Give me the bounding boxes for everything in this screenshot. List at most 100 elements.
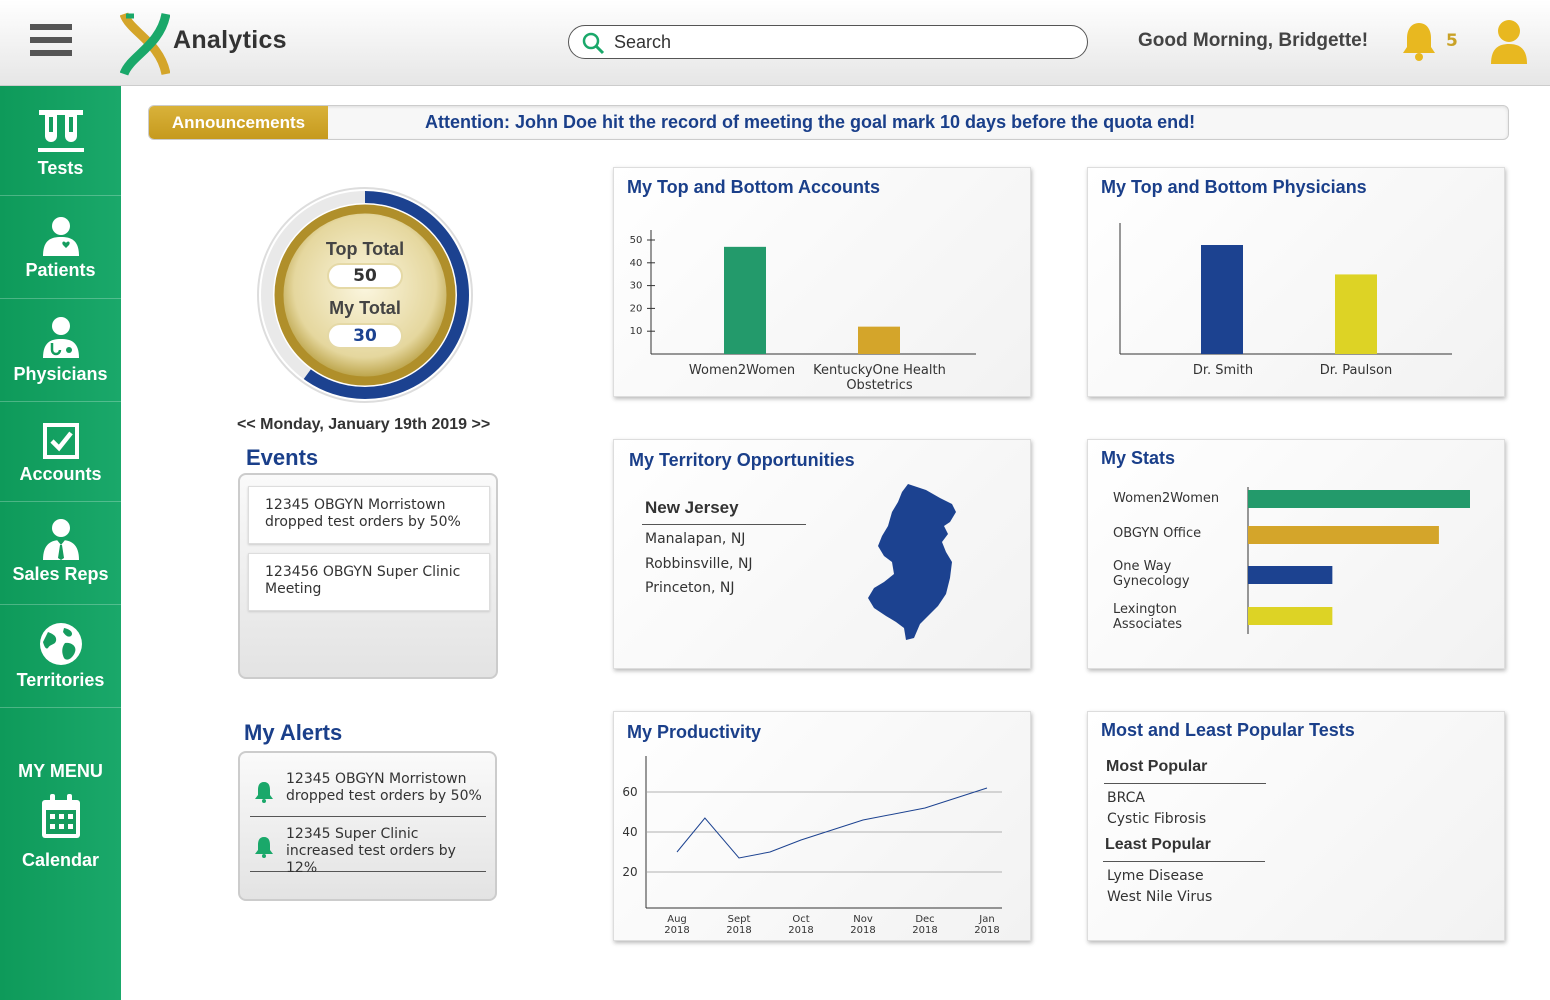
announcement-bar: Announcements Attention: John Doe hit th… <box>148 105 1509 140</box>
stats-chart <box>1247 487 1470 634</box>
sidebar-item-physicians[interactable]: Physicians <box>0 316 121 385</box>
sidebar-label-calendar: Calendar <box>21 850 100 870</box>
most-popular-item[interactable]: BRCA <box>1107 790 1145 806</box>
accounts-y-tick-label: 30 <box>630 281 643 292</box>
sidebar-label-patients: Patients <box>25 260 96 280</box>
territory-city[interactable]: Princeton, NJ <box>645 580 735 596</box>
alert-item[interactable]: 12345 OBGYN Morristown dropped test orde… <box>250 763 486 817</box>
stats-bar <box>1248 490 1470 508</box>
sidebar-item-calendar[interactable]: Calendar <box>0 792 121 871</box>
alert-bell-icon <box>255 837 273 858</box>
sidebar-label-sales-reps: Sales Reps <box>12 564 109 584</box>
stats-bar <box>1248 526 1439 544</box>
logo-icon <box>120 12 170 76</box>
events-title: Events <box>246 445 319 470</box>
sidebar: Tests Patients Physicians Accounts <box>0 86 121 1000</box>
productivity-x-tick-label: Jan 2018 <box>974 914 999 936</box>
accounts-y-tick-label: 50 <box>630 235 643 246</box>
search-box[interactable] <box>568 25 1088 59</box>
accounts-y-tick-label: 20 <box>630 303 643 314</box>
accounts-chart: 10 20 30 40 50 <box>630 230 976 355</box>
popular-tests-card: Most and Least Popular Tests Most Popula… <box>1087 711 1505 941</box>
physicians-bar <box>1335 274 1377 354</box>
top-total-label: Top Total <box>325 239 405 259</box>
territory-city[interactable]: Robbinsville, NJ <box>645 556 753 572</box>
alert-item[interactable]: 12345 Super Clinic increased test orders… <box>250 818 486 876</box>
my-total-value: 30 <box>327 323 403 349</box>
territory-card-title: My Territory Opportunities <box>629 450 855 470</box>
search-icon <box>582 32 605 55</box>
accounts-category-label: KentuckyOne Health Obstetrics <box>813 363 946 393</box>
calendar-icon <box>41 794 80 838</box>
stats-label: Women2Women <box>1113 491 1220 506</box>
productivity-chart: 20 40 60 Aug 2018 Sept 2018 Oct 2018 Nov 2018 Dec 20… <box>622 756 1002 936</box>
sales-rep-icon <box>42 519 79 560</box>
hamburger-menu-icon[interactable] <box>30 24 72 60</box>
alerts-panel: 12345 OBGYN Morristown dropped test orde… <box>238 751 497 901</box>
productivity-card-title: My Productivity <box>627 722 762 742</box>
accounts-bar <box>724 246 766 354</box>
patient-icon <box>42 217 79 256</box>
physicians-card: My Top and Bottom Physicians Dr. Smith D… <box>1087 167 1505 397</box>
sidebar-item-territories[interactable]: Territories <box>0 622 121 691</box>
event-card[interactable]: 123456 OBGYN Super Clinic Meeting <box>248 553 490 611</box>
stats-bar <box>1248 607 1333 625</box>
app-title: Analytics <box>173 26 287 54</box>
search-input[interactable] <box>614 30 1064 54</box>
alert-text: 12345 Super Clinic increased test orders… <box>286 826 456 876</box>
date-navigator[interactable]: << Monday, January 19th 2019 >> <box>237 416 491 433</box>
user-avatar-icon[interactable] <box>1489 18 1529 64</box>
least-popular-item[interactable]: West Nile Virus <box>1107 889 1213 905</box>
territory-state: New Jersey <box>645 498 739 517</box>
physicians-bar <box>1201 245 1243 354</box>
sidebar-label-tests: Tests <box>37 158 84 178</box>
territory-city[interactable]: Manalapan, NJ <box>645 531 746 547</box>
totals-gauge: Top Total 50 My Total 30 <box>255 187 475 407</box>
announcement-text: Attention: John Doe hit the record of me… <box>425 112 1196 132</box>
alerts-title: My Alerts <box>244 720 343 745</box>
sidebar-item-tests[interactable]: Tests <box>0 108 121 179</box>
sidebar-label-accounts: Accounts <box>19 464 102 484</box>
most-popular-heading: Most Popular <box>1106 758 1208 775</box>
sidebar-item-patients[interactable]: Patients <box>0 216 121 281</box>
notification-count: 5 <box>1446 31 1458 51</box>
my-total-label: My Total <box>329 298 401 318</box>
productivity-x-tick-label: Nov 2018 <box>850 914 875 936</box>
new-jersey-map-icon[interactable] <box>866 482 962 642</box>
test-tubes-icon <box>37 110 84 152</box>
sidebar-label-territories: Territories <box>16 670 105 690</box>
sidebar-label-physicians: Physicians <box>13 364 108 384</box>
productivity-x-tick-label: Dec 2018 <box>912 914 937 936</box>
stats-label: Lexington Associates <box>1113 602 1182 632</box>
stats-card: My Stats Women2Women OBGYN Office One Wa… <box>1087 439 1505 669</box>
globe-icon <box>39 623 82 665</box>
productivity-card: My Productivity 20 40 60 Aug 2018 Sept 2018 Oct… <box>613 711 1031 941</box>
accounts-y-tick-label: 10 <box>630 326 643 337</box>
stats-card-title: My Stats <box>1101 448 1176 468</box>
event-card[interactable]: 12345 OBGYN Morristown dropped test orde… <box>248 486 490 544</box>
events-panel: 12345 OBGYN Morristown dropped test orde… <box>238 473 498 679</box>
sidebar-item-sales-reps[interactable]: Sales Reps <box>0 518 121 585</box>
productivity-x-tick-label: Sept 2018 <box>726 914 751 936</box>
productivity-series-line <box>676 787 988 859</box>
most-popular-item[interactable]: Cystic Fibrosis <box>1107 811 1207 827</box>
productivity-y-tick-label: 40 <box>622 825 637 839</box>
top-total-value: 50 <box>327 263 403 289</box>
accounts-card-title: My Top and Bottom Accounts <box>627 177 880 197</box>
productivity-x-tick-label: Aug 2018 <box>664 914 689 936</box>
stats-label: OBGYN Office <box>1113 526 1202 541</box>
productivity-y-tick-label: 20 <box>622 865 637 879</box>
physicians-card-title: My Top and Bottom Physicians <box>1101 177 1367 197</box>
notification-bell-icon[interactable] <box>1400 20 1438 62</box>
least-popular-item[interactable]: Lyme Disease <box>1107 868 1204 884</box>
physicians-chart <box>1119 223 1452 355</box>
top-bar: Analytics Good Morning, Bridgette! 5 <box>0 0 1550 86</box>
accounts-y-tick-label: 40 <box>630 258 643 269</box>
sidebar-item-accounts[interactable]: Accounts <box>0 422 121 485</box>
least-popular-heading: Least Popular <box>1105 836 1211 853</box>
productivity-x-tick-label: Oct 2018 <box>788 914 813 936</box>
announcements-tag[interactable]: Announcements <box>149 106 328 139</box>
territory-card: My Territory Opportunities New Jersey Ma… <box>613 439 1031 669</box>
physician-icon <box>42 317 79 358</box>
my-menu-heading: MY MENU <box>18 761 103 781</box>
